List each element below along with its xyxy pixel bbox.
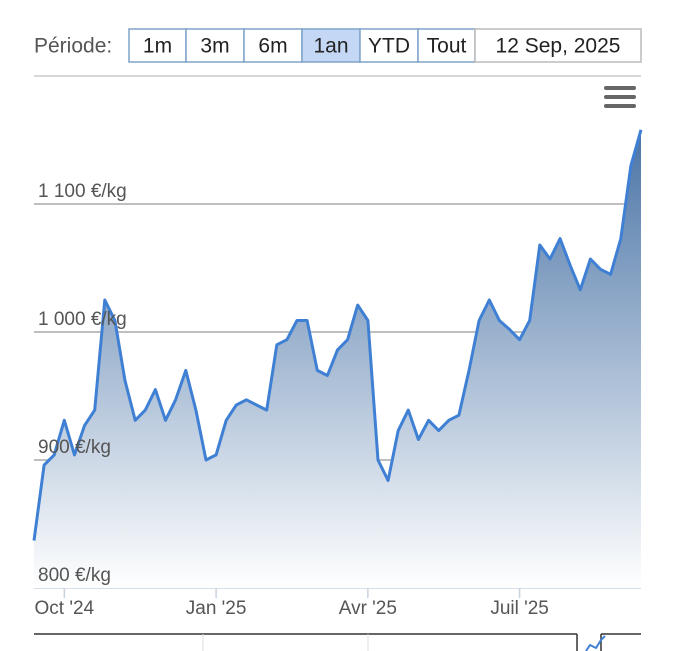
range-button-box <box>417 28 476 63</box>
range-button[interactable]: 3m <box>185 28 245 63</box>
menu-bar <box>604 95 636 99</box>
date-box <box>474 28 642 63</box>
range-button[interactable]: Tout <box>417 28 476 63</box>
menu-button[interactable] <box>604 86 636 108</box>
range-button-label: 3m <box>200 35 229 58</box>
navigator-line <box>585 635 606 651</box>
range-button[interactable]: 1an <box>301 28 361 63</box>
range-button-box <box>243 28 303 63</box>
menu-bar <box>604 104 636 108</box>
y-tick-label: 900 €/kg <box>38 437 111 458</box>
range-button-label: Tout <box>427 35 467 58</box>
range-button[interactable]: 1m <box>128 28 187 63</box>
range-button[interactable]: 6m <box>243 28 303 63</box>
range-button[interactable]: YTD <box>359 28 419 63</box>
range-button-box <box>128 28 187 63</box>
menu-bar <box>604 86 636 90</box>
range-button-box <box>301 28 361 63</box>
x-tick-label: Avr '25 <box>339 598 397 619</box>
x-tick-label: Oct '24 <box>35 598 95 619</box>
y-tick-label: 800 €/kg <box>38 565 111 586</box>
range-button-label: YTD <box>368 35 410 58</box>
range-button-box <box>185 28 245 63</box>
range-button-label: 1m <box>143 35 172 58</box>
date-text: 12 Sep, 2025 <box>496 35 621 58</box>
line <box>32 129 643 541</box>
navigator <box>34 633 641 651</box>
range-button-label: 1an <box>313 35 348 58</box>
range-label: Période: <box>34 35 112 58</box>
range-button-label: 6m <box>258 35 287 58</box>
area <box>34 129 641 589</box>
y-tick-label: 1 100 €/kg <box>38 181 127 202</box>
x-tick-label: Jan '25 <box>186 598 247 619</box>
y-tick-label: 1 000 €/kg <box>38 309 127 330</box>
date-input[interactable]: 12 Sep, 2025 <box>474 28 642 63</box>
range-button-box <box>359 28 419 63</box>
x-tick-label: Juil '25 <box>490 598 549 619</box>
